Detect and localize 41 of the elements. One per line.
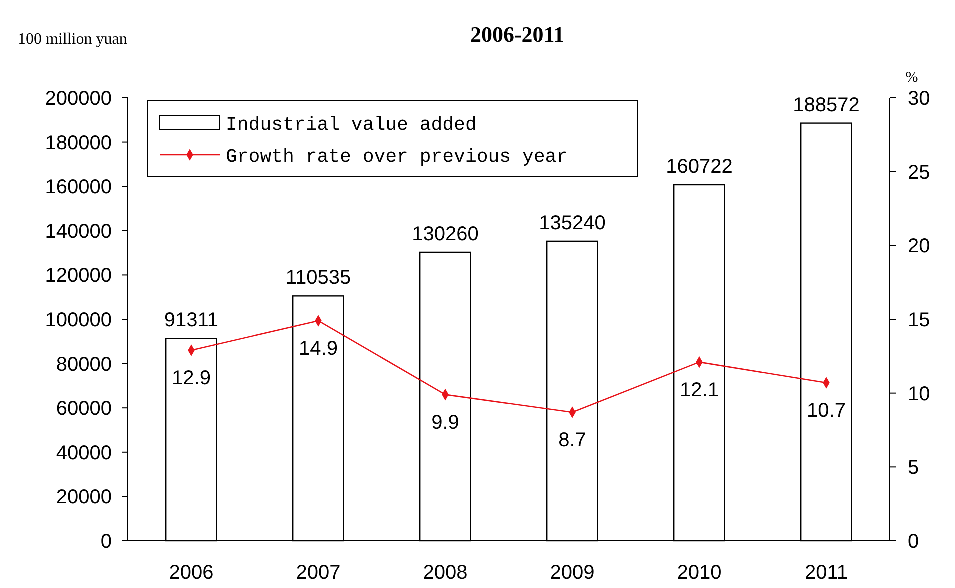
legend-label: Industrial value added [226, 114, 477, 136]
x-tick-label: 2010 [677, 562, 722, 584]
data-label: 12.1 [680, 379, 719, 402]
chart-title: 2006-2011 [470, 22, 565, 47]
y-tick-label: 100000 [45, 310, 112, 332]
data-label: 110535 [286, 267, 352, 290]
data-label: 9.9 [432, 412, 460, 434]
x-tick-label: 2011 [804, 562, 848, 584]
y-tick-label: 60000 [56, 398, 112, 420]
data-label: 12.9 [172, 368, 211, 390]
y-tick-label: 40000 [56, 442, 112, 464]
data-label: 10.7 [807, 400, 846, 422]
y2-tick-label: 30 [908, 88, 930, 110]
x-tick-label: 2007 [296, 562, 341, 584]
y2-tick-label: 20 [908, 236, 930, 258]
data-label: 160722 [666, 156, 733, 178]
y2-tick-label: 15 [908, 310, 930, 332]
x-tick-label: 2008 [423, 562, 468, 584]
data-label: 8.7 [558, 430, 586, 452]
y2-tick-label: 0 [908, 531, 920, 553]
y-tick-label: 180000 [45, 132, 112, 154]
legend-label: Growth rate over previous year [226, 146, 568, 168]
y-tick-label: 160000 [45, 176, 112, 199]
data-label: 91311 [164, 310, 219, 332]
y-tick-label: 120000 [45, 265, 112, 288]
y-tick-label: 140000 [45, 220, 112, 243]
y-tick-label: 200000 [45, 88, 112, 110]
y-tick-label: 80000 [56, 354, 112, 376]
x-tick-label: 2006 [169, 562, 214, 584]
data-label: 135240 [539, 212, 606, 234]
data-label: 130260 [412, 223, 479, 246]
data-label: 188572 [793, 94, 860, 116]
y-axis-title: 100 million yuan [18, 31, 128, 48]
y2-tick-label: 5 [908, 457, 920, 480]
data-label: 14.9 [299, 338, 338, 360]
y-tick-label: 20000 [56, 486, 112, 509]
x-tick-label: 2009 [550, 562, 595, 584]
y2-tick-label: 25 [908, 162, 930, 184]
y-tick-label: 0 [100, 531, 112, 553]
y2-axis-title: % [906, 70, 918, 86]
y2-tick-label: 10 [908, 383, 930, 406]
